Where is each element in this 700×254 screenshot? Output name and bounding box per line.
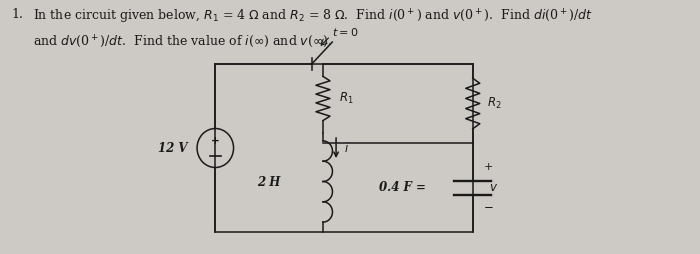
Text: 2 H: 2 H: [258, 176, 281, 189]
Text: $i$: $i$: [344, 141, 349, 155]
Text: 12 V: 12 V: [158, 141, 187, 154]
Text: 1.: 1.: [11, 8, 23, 21]
Text: and $dv$(0$^+$)/$dt$.  Find the value of $i$($\infty$) and $v$($\infty$).: and $dv$(0$^+$)/$dt$. Find the value of …: [33, 34, 332, 50]
Text: In the circuit given below, $R_1$ = 4 $\Omega$ and $R_2$ = 8 $\Omega$.  Find $i$: In the circuit given below, $R_1$ = 4 $\…: [33, 8, 593, 26]
Text: $R_1$: $R_1$: [339, 91, 354, 106]
Text: 0.4 F =: 0.4 F =: [379, 181, 426, 194]
Text: $v$: $v$: [489, 181, 498, 194]
Text: $R_2$: $R_2$: [486, 96, 501, 111]
Text: $t=0$: $t=0$: [332, 26, 358, 38]
Text: −: −: [484, 201, 494, 214]
Text: +: +: [484, 163, 494, 172]
Text: +: +: [211, 136, 220, 146]
